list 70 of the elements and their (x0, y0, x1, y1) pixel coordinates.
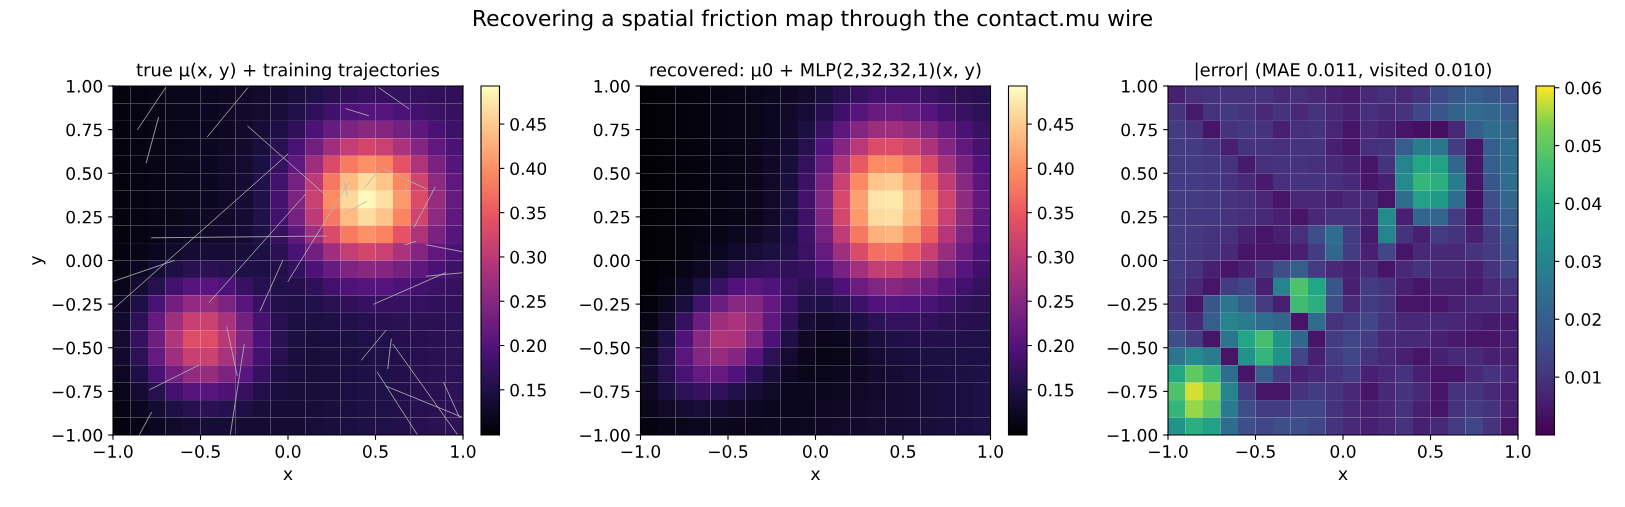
color-bar-label: 0.20 (1037, 339, 1074, 353)
y-tick-label: −1.00 (52, 428, 103, 442)
y-tick-label: −0.25 (52, 297, 102, 311)
y-tick-label: −1.00 (580, 428, 630, 442)
y-tick-label: −0.25 (1107, 297, 1157, 311)
x-tick-label: −0.5 (1236, 445, 1275, 458)
y-tick-label: 1.00 (594, 79, 630, 93)
color-bar-label: 0.25 (510, 295, 546, 308)
x-tick-label: 0.5 (363, 445, 388, 458)
y-tick-label: −0.75 (1107, 385, 1157, 399)
color-bar-label: 0.25 (1037, 295, 1074, 308)
y-tick-label: −0.50 (52, 341, 103, 355)
text: Recovering a spatial friction map through the contact.mu wire (474, 9, 1152, 31)
x-tick-label: −0.5 (181, 445, 220, 458)
y-tick-label: 1.00 (1122, 79, 1158, 93)
y-tick-label: 0.00 (66, 254, 103, 268)
y-tick-label: 0.00 (1121, 254, 1158, 268)
y-tick-label: 0.75 (66, 123, 102, 137)
color-bar-label: 0.06 (1565, 81, 1602, 95)
color-bar-label: 0.30 (1037, 250, 1074, 264)
x-tick-label: −1.0 (1149, 445, 1188, 458)
y-tick-label: −0.50 (1107, 341, 1158, 355)
y-tick-label: 0.50 (66, 167, 103, 180)
color-bar-label: 0.45 (510, 117, 546, 131)
color-bar-label: 0.15 (1037, 383, 1074, 397)
x-tick-label: 0.5 (890, 445, 916, 458)
y-tick-label: 0.25 (66, 210, 102, 224)
x-axis-title: x (1338, 470, 1348, 480)
y-tick-label: 0.25 (1121, 210, 1157, 224)
color-bar-label: 0.30 (510, 250, 547, 264)
chart-title: recovered: μ0 + MLP(2,32,32,1)(x, y) (650, 62, 981, 80)
color-bar-label: 0.02 (1565, 313, 1601, 326)
y-tick-label: 0.50 (593, 167, 630, 180)
x-tick-label: 0.0 (275, 445, 301, 458)
x-tick-label: 0.5 (1418, 445, 1443, 458)
chart-title: true μ(x, y) + training trajectories (136, 62, 440, 80)
y-axis-title: y (32, 255, 46, 266)
x-tick-label: −0.5 (709, 445, 748, 458)
chart-title: |error| (MAE 0.011, visited 0.010) (1195, 62, 1491, 81)
y-tick-label: −0.25 (580, 297, 630, 311)
color-bar-label: 0.35 (510, 206, 546, 220)
x-tick-label: 1.0 (451, 445, 476, 458)
x-tick-label: 0.0 (1330, 445, 1356, 458)
y-tick-label: −0.75 (52, 385, 102, 399)
y-tick-label: 0.75 (1121, 123, 1157, 137)
y-tick-label: 0.25 (593, 210, 630, 224)
y-tick-label: −0.75 (580, 385, 630, 399)
color-bar-label: 0.05 (1565, 139, 1601, 153)
y-tick-label: 0.50 (1121, 167, 1158, 180)
x-tick-label: −1.0 (94, 445, 133, 458)
y-tick-label: 1.00 (67, 79, 103, 93)
color-bar-label: 0.35 (1037, 206, 1074, 220)
y-tick-label: 0.00 (593, 254, 630, 268)
x-tick-label: 1.0 (1506, 445, 1531, 458)
color-bar-label: 0.40 (510, 162, 547, 176)
x-tick-label: 1.0 (978, 445, 1003, 458)
color-bar-label: 0.15 (510, 383, 546, 397)
x-tick-label: −1.0 (621, 445, 661, 458)
y-tick-label: −0.50 (580, 341, 630, 355)
y-tick-label: 0.75 (593, 123, 630, 137)
x-axis-title: x (283, 470, 293, 480)
color-bar-label: 0.45 (1037, 117, 1074, 131)
color-bar-label: 0.04 (1565, 197, 1602, 211)
y-tick-label: −1.00 (1107, 428, 1158, 442)
x-axis-title: x (810, 470, 821, 480)
color-bar-label: 0.20 (510, 339, 547, 353)
color-bar-label: 0.01 (1565, 370, 1601, 384)
x-tick-label: 0.0 (803, 445, 828, 458)
color-bar-label: 0.03 (1565, 255, 1601, 269)
color-bar-label: 0.40 (1037, 162, 1074, 176)
